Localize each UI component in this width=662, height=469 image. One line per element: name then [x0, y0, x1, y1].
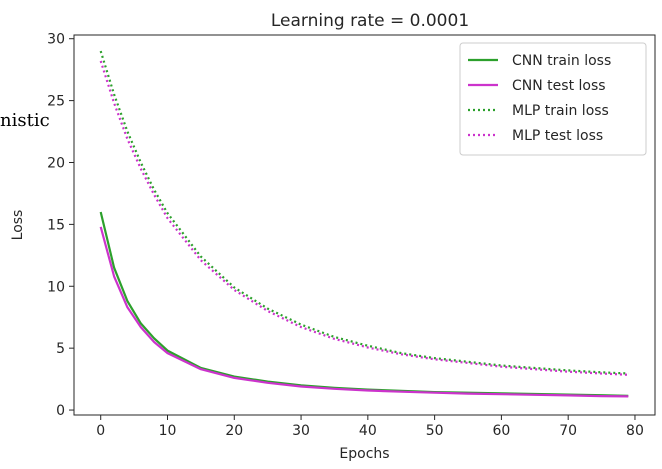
- x-tick-label: 0: [96, 423, 105, 439]
- y-tick-label: 25: [47, 94, 65, 110]
- chart-title: Learning rate = 0.0001: [271, 11, 469, 31]
- legend-label: CNN train loss: [512, 53, 611, 69]
- x-tick-label: 40: [359, 423, 377, 439]
- plot-lines: [99, 50, 629, 398]
- legend-box: [459, 42, 647, 156]
- y-tick-label: 0: [56, 403, 65, 419]
- x-tick-label: 50: [426, 423, 444, 439]
- x-tick-label: 10: [159, 423, 177, 439]
- legend-label: CNN test loss: [512, 78, 606, 94]
- series-line: [99, 226, 629, 398]
- series-line: [99, 50, 629, 375]
- stray-overlay-text: nistic: [0, 110, 50, 131]
- x-tick-label: 20: [225, 423, 243, 439]
- y-tick-label: 20: [47, 155, 65, 171]
- legend-label: MLP test loss: [512, 128, 603, 144]
- x-tick-label: 70: [559, 423, 577, 439]
- y-tick-label: 10: [47, 279, 65, 295]
- x-tick-label: 30: [292, 423, 310, 439]
- y-axis-label: Loss: [10, 210, 26, 241]
- x-axis-label: Epochs: [339, 446, 389, 462]
- x-tick-label: 80: [626, 423, 644, 439]
- legend-label: MLP train loss: [512, 103, 609, 119]
- legend: CNN train loss CNN test loss MLP train los…: [459, 42, 647, 156]
- y-tick-label: 5: [56, 341, 65, 357]
- y-tick-label: 15: [47, 217, 65, 233]
- y-tick-label: 30: [47, 32, 65, 48]
- plot-frame: [73, 34, 656, 416]
- y-axis-ticks: 0 5 10 15 20 25 30: [47, 32, 74, 419]
- x-tick-label: 60: [492, 423, 510, 439]
- x-axis-ticks: 0 10 20 30 40 50 60 70 80: [96, 415, 644, 439]
